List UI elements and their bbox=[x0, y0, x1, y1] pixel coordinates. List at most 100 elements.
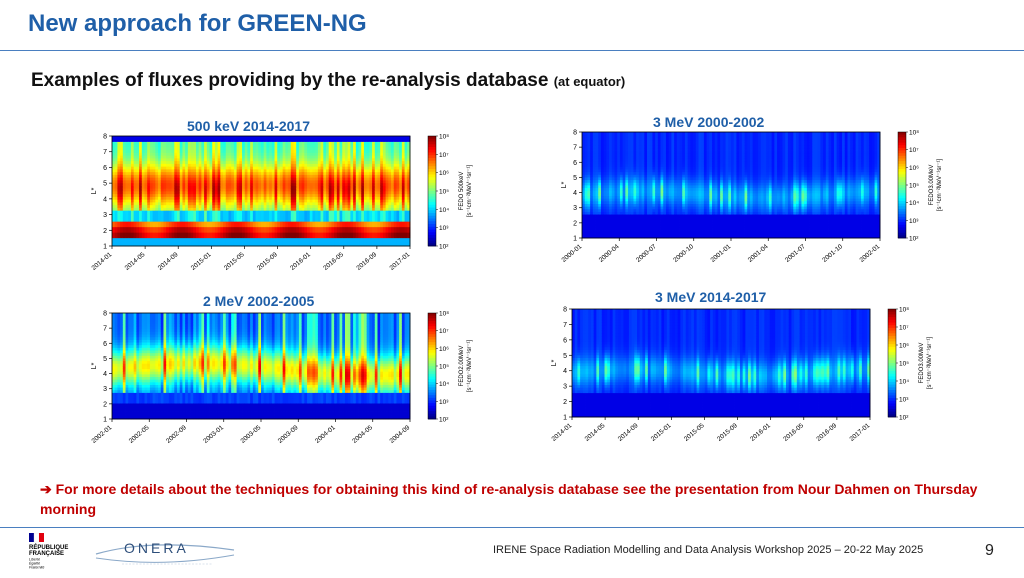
heatmap-cell bbox=[199, 208, 202, 211]
heatmap-cell bbox=[266, 241, 269, 244]
heatmap-cell bbox=[307, 164, 310, 167]
heatmap-cell bbox=[250, 177, 253, 180]
heatmap-cell bbox=[239, 164, 242, 167]
heatmap-cell bbox=[277, 180, 280, 183]
heatmap-cell bbox=[266, 155, 269, 158]
heatmap-cell bbox=[234, 153, 237, 156]
heatmap-cell bbox=[136, 219, 139, 222]
heatmap-cell bbox=[386, 227, 389, 230]
heatmap-cell bbox=[280, 177, 283, 180]
heatmap-cell bbox=[285, 191, 288, 194]
heatmap-cell bbox=[342, 180, 345, 183]
heatmap-cell bbox=[266, 158, 269, 161]
heatmap-cell bbox=[277, 224, 280, 227]
heatmap-cell bbox=[166, 136, 169, 139]
heatmap-cell bbox=[142, 183, 145, 186]
colorbar-tick-label: 10⁵ bbox=[439, 189, 449, 196]
heatmap-cell bbox=[126, 235, 129, 238]
heatmap-cell bbox=[315, 205, 318, 208]
heatmap-cell bbox=[590, 143, 593, 146]
heatmap-cell bbox=[207, 175, 210, 178]
heatmap-cell bbox=[394, 158, 397, 161]
heatmap-cell bbox=[264, 180, 267, 183]
heatmap-cell bbox=[126, 166, 129, 169]
heatmap-cell bbox=[377, 210, 380, 213]
heatmap-cell bbox=[120, 224, 123, 227]
heatmap-cell bbox=[369, 199, 372, 202]
heatmap-cell bbox=[226, 177, 229, 180]
heatmap-cell bbox=[367, 194, 370, 197]
heatmap-cell bbox=[169, 235, 172, 238]
heatmap-cell bbox=[369, 150, 372, 153]
heatmap-cell bbox=[258, 172, 261, 175]
heatmap-cell bbox=[283, 232, 286, 235]
heatmap-cell bbox=[199, 227, 202, 230]
heatmap-cell bbox=[353, 172, 356, 175]
heatmap-cell bbox=[386, 199, 389, 202]
heatmap-cell bbox=[372, 191, 375, 194]
heatmap-cell bbox=[312, 213, 315, 216]
heatmap-cell bbox=[326, 142, 329, 145]
heatmap-cell bbox=[253, 205, 256, 208]
heatmap-cell bbox=[199, 158, 202, 161]
heatmap-cell bbox=[340, 183, 343, 186]
heatmap-cell bbox=[155, 241, 158, 244]
heatmap-cell bbox=[359, 213, 362, 216]
heatmap-cell bbox=[307, 169, 310, 172]
heatmap-cell bbox=[299, 172, 302, 175]
heatmap-cell bbox=[188, 213, 191, 216]
heatmap-cell bbox=[253, 155, 256, 158]
heatmap-cell bbox=[612, 217, 615, 220]
heatmap-cell bbox=[269, 169, 272, 172]
heatmap-cell bbox=[126, 208, 129, 211]
heatmap-cell bbox=[139, 144, 142, 147]
heatmap-cell bbox=[134, 183, 137, 186]
heatmap-cell bbox=[405, 197, 408, 200]
heatmap-cell bbox=[136, 191, 139, 194]
heatmap-cell bbox=[147, 205, 150, 208]
heatmap-cell bbox=[386, 142, 389, 145]
colorbar-swatch bbox=[428, 221, 436, 224]
heatmap-cell bbox=[123, 169, 126, 172]
heatmap-cell bbox=[364, 238, 367, 241]
heatmap-cell bbox=[291, 172, 294, 175]
heatmap-cell bbox=[155, 147, 158, 150]
heatmap-cell bbox=[364, 232, 367, 235]
heatmap-cell bbox=[166, 194, 169, 197]
heatmap-cell bbox=[245, 158, 248, 161]
heatmap-cell bbox=[321, 180, 324, 183]
heatmap-cell bbox=[364, 191, 367, 194]
heatmap-cell bbox=[234, 180, 237, 183]
heatmap-cell bbox=[199, 183, 202, 186]
heatmap-cell bbox=[277, 227, 280, 230]
heatmap-cell bbox=[312, 144, 315, 147]
heatmap-cell bbox=[345, 202, 348, 205]
heatmap-cell bbox=[596, 233, 599, 236]
heatmap-cell bbox=[142, 177, 145, 180]
heatmap-cell bbox=[223, 213, 226, 216]
heatmap-cell bbox=[375, 150, 378, 153]
heatmap-cell bbox=[582, 212, 585, 215]
heatmap-cell bbox=[120, 164, 123, 167]
heatmap-cell bbox=[234, 210, 237, 213]
heatmap-cell bbox=[120, 205, 123, 208]
heatmap-cell bbox=[356, 194, 359, 197]
heatmap-cell bbox=[337, 142, 340, 145]
heatmap-cell bbox=[399, 153, 402, 156]
heatmap-cell bbox=[199, 221, 202, 224]
heatmap-cell bbox=[277, 194, 280, 197]
heatmap-cell bbox=[582, 193, 585, 196]
heatmap-cell bbox=[386, 177, 389, 180]
heatmap-cell bbox=[356, 216, 359, 219]
heatmap-cell bbox=[342, 177, 345, 180]
heatmap-cell bbox=[307, 208, 310, 211]
heatmap-cell bbox=[172, 208, 175, 211]
heatmap-cell bbox=[375, 177, 378, 180]
heatmap-cell bbox=[128, 235, 131, 238]
heatmap-cell bbox=[350, 199, 353, 202]
heatmap-cell bbox=[310, 194, 313, 197]
heatmap-cell bbox=[329, 186, 332, 189]
heatmap-cell bbox=[185, 216, 188, 219]
heatmap-cell bbox=[353, 136, 356, 139]
heatmap-cell bbox=[182, 210, 185, 213]
